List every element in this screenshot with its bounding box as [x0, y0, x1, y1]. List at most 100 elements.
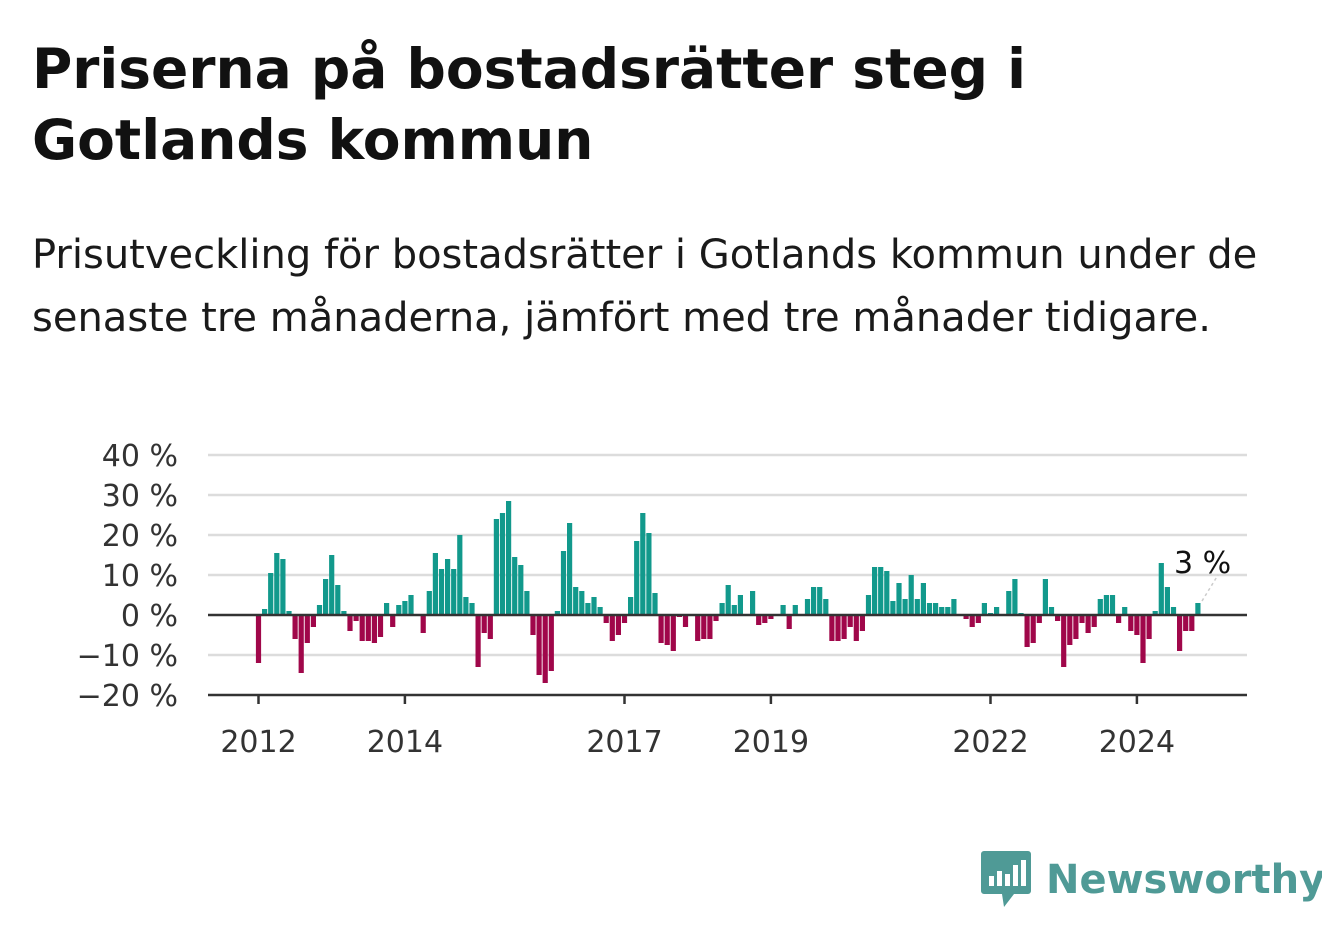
bar [829, 615, 835, 641]
bar [865, 595, 872, 615]
bar [573, 587, 579, 615]
bar [524, 591, 530, 615]
bar [817, 587, 823, 615]
bar-chart-speech-bubble-icon [981, 851, 1031, 907]
bar [768, 615, 774, 619]
bar [420, 615, 426, 633]
x-tick-label: 2022 [952, 725, 1028, 760]
bar [969, 615, 975, 627]
bar [310, 615, 316, 627]
bar [695, 615, 701, 641]
bar [475, 615, 481, 667]
bar [902, 599, 908, 615]
bar [286, 611, 292, 615]
bar [518, 565, 524, 615]
bar [408, 595, 414, 615]
bar [316, 605, 323, 615]
y-tick-label: −20 % [77, 679, 178, 714]
bar [1012, 579, 1018, 615]
bar [1067, 615, 1073, 645]
bar [451, 569, 457, 615]
bar [811, 587, 817, 615]
bar [585, 603, 591, 615]
bar [390, 615, 396, 627]
bar [512, 557, 518, 615]
bar [506, 501, 512, 615]
bar [292, 615, 298, 639]
bar [1122, 607, 1128, 615]
bar [731, 605, 737, 615]
bar [323, 579, 329, 615]
bar [1055, 615, 1061, 621]
bar [640, 513, 646, 615]
grid-lines [208, 453, 1247, 657]
bar [365, 615, 371, 641]
bar [347, 615, 353, 631]
bar [579, 591, 585, 615]
bar [335, 585, 341, 615]
page-subtitle: Prisutveckling för bostadsrätter i Gotla… [32, 232, 1258, 341]
bar [914, 599, 920, 615]
bar [792, 605, 798, 615]
bar [499, 513, 506, 615]
bar [890, 601, 896, 615]
bar [615, 615, 621, 635]
bar [737, 595, 743, 615]
bar [908, 575, 914, 615]
bar [652, 593, 658, 615]
bar [567, 523, 573, 615]
bar [804, 599, 811, 615]
bar [329, 555, 335, 615]
bar [1024, 615, 1030, 647]
bar-series [255, 501, 1201, 683]
bar [274, 553, 280, 615]
annotation-leader [1201, 574, 1219, 602]
bar [493, 519, 499, 615]
bar [823, 599, 829, 615]
bar [1189, 615, 1195, 631]
bar [1091, 615, 1097, 627]
bar [750, 591, 756, 615]
bar [542, 615, 548, 683]
bar [1030, 615, 1036, 643]
bar [1116, 615, 1122, 623]
bar [402, 601, 408, 615]
bar [1128, 615, 1134, 631]
bar [975, 615, 981, 623]
bar [884, 571, 890, 615]
bar [609, 615, 615, 641]
bar [1195, 603, 1201, 615]
bar [341, 611, 347, 615]
annotation-label: 3 % [1174, 546, 1231, 581]
bar [1152, 611, 1158, 615]
brand-logo: Newsworthy [980, 848, 1322, 912]
bar [469, 603, 475, 615]
bar [384, 603, 390, 615]
bar [280, 559, 286, 615]
bar [926, 603, 933, 615]
bar [835, 615, 841, 641]
x-tick-label: 2019 [733, 725, 809, 760]
bar [463, 597, 469, 615]
bar [445, 559, 451, 615]
bar [1177, 615, 1183, 651]
bar [762, 615, 768, 623]
bar [554, 611, 560, 615]
bar [1183, 615, 1189, 631]
bar [634, 541, 640, 615]
bar [438, 569, 445, 615]
y-tick-label: 40 % [102, 439, 178, 474]
bar [621, 615, 628, 623]
bar [664, 615, 670, 645]
bar [713, 615, 719, 621]
bar [707, 615, 713, 639]
y-axis-ticks: 40 % 30 % 20 % 10 % 0 % −10 % −20 % [77, 439, 178, 714]
bar [920, 583, 926, 615]
bar [548, 615, 554, 671]
bar [646, 533, 652, 615]
x-axis: 2012 2014 2017 2019 2022 2024 [208, 693, 1247, 760]
bar [1158, 563, 1164, 615]
bar [1079, 615, 1085, 623]
bar [859, 615, 865, 631]
